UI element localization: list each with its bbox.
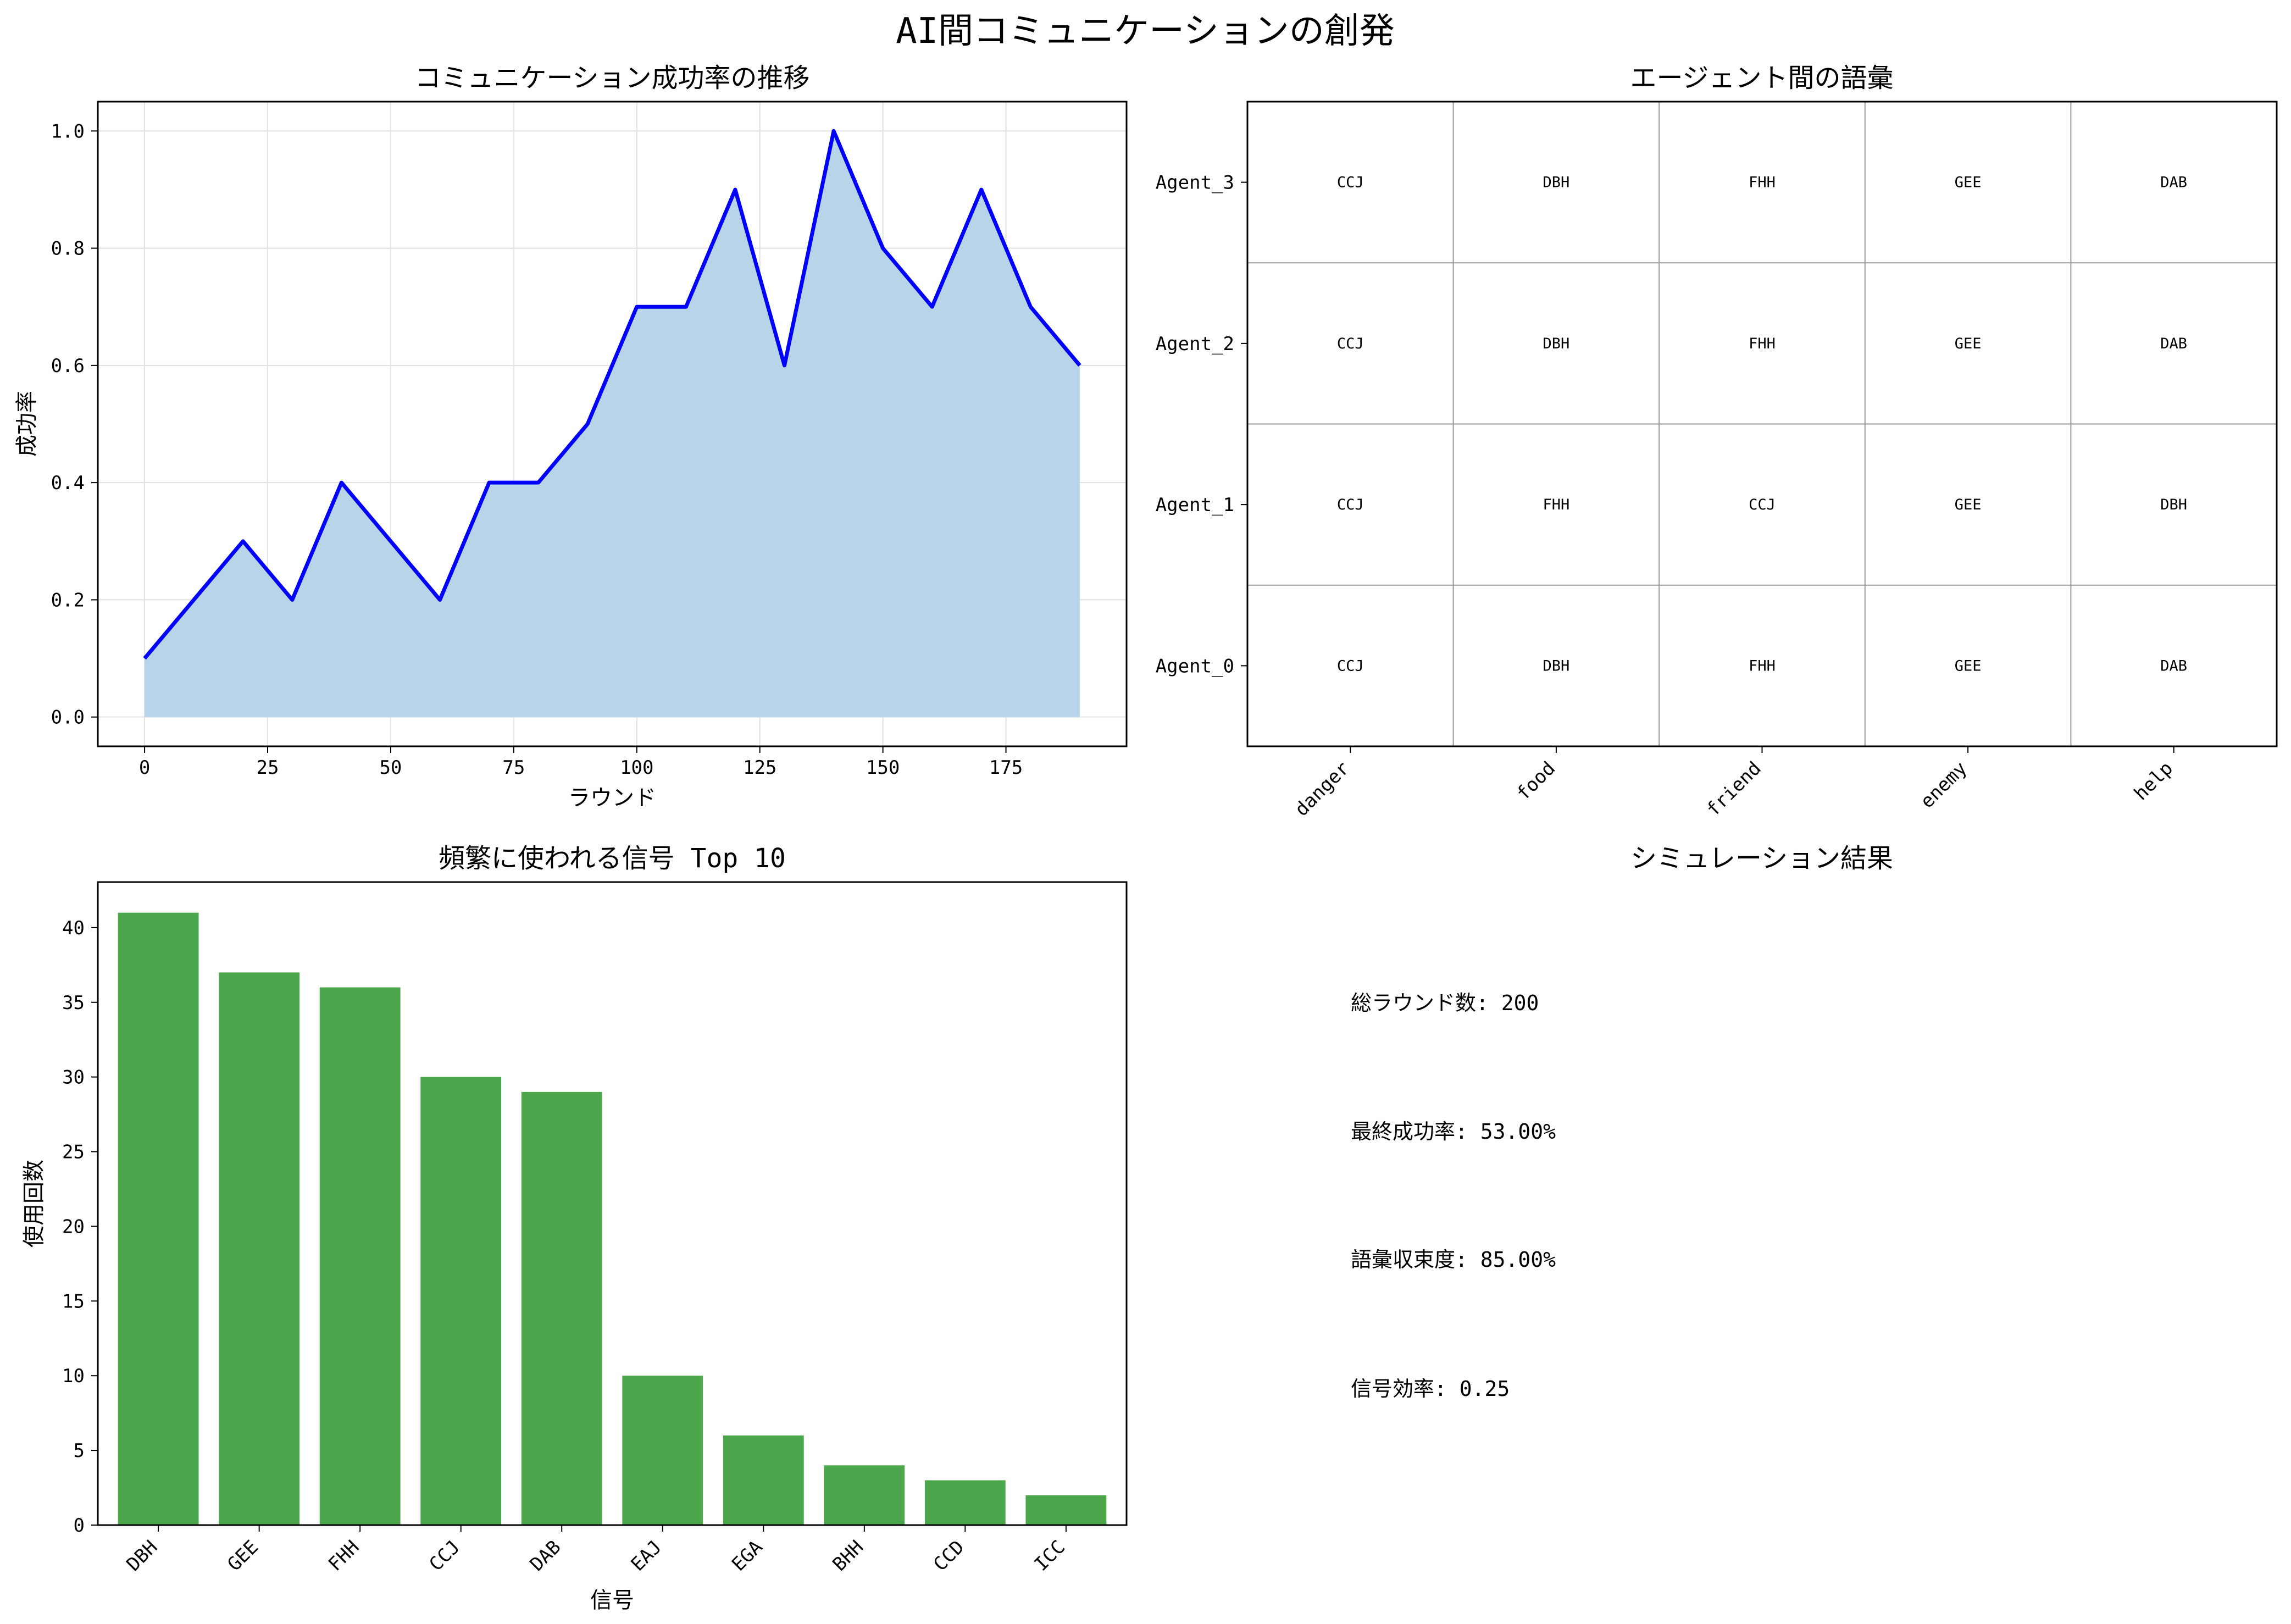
success-rate-y-label: 成功率 [14, 391, 40, 457]
category-label: DAB [526, 1536, 565, 1576]
top-signals-plot-frame [97, 881, 1128, 1526]
y-tick-label: 25 [62, 1141, 85, 1163]
table-cell: GEE [1955, 657, 1982, 674]
column-label: enemy [1916, 757, 1972, 813]
table-cell: DBH [1543, 174, 1570, 191]
x-tick-label: 100 [620, 757, 653, 779]
category-label: DBH [123, 1536, 162, 1576]
y-tick-label: 15 [62, 1290, 85, 1312]
bar-ccd [924, 1480, 1006, 1525]
x-tick-label: 125 [743, 757, 776, 779]
table-cell: FHH [1749, 335, 1776, 352]
success-rate-x-label: ラウンド [568, 785, 656, 811]
table-cell: DAB [2160, 657, 2187, 674]
table-cell: GEE [1955, 335, 1982, 352]
category-label: EGA [728, 1536, 767, 1576]
bar-dab [521, 1091, 602, 1525]
table-cell: DAB [2160, 174, 2187, 191]
simulation-results: シミュレーション結果 総ラウンド数: 200 最終成功率: 53.00% 語彙収… [1351, 843, 1893, 1401]
x-tick-label: 25 [257, 757, 279, 779]
table-cell: DBH [1543, 657, 1570, 674]
top-signals-chart: 頻繁に使われる信号 Top 10 DBH GEE FHH CCJ DAB EAJ EGA BH… [21, 843, 1128, 1613]
category-label: BHH [828, 1536, 868, 1576]
table-cell: FHH [1543, 496, 1570, 513]
y-tick-label: 20 [62, 1216, 85, 1238]
x-tick-label: 150 [866, 757, 900, 779]
y-tick-label: 0.6 [51, 355, 85, 377]
table-cell: CCJ [1337, 657, 1364, 674]
top-signals-y-label: 使用回数 [21, 1160, 47, 1248]
category-label: CCJ [425, 1536, 464, 1576]
total-rounds-stat: 総ラウンド数: 200 [1351, 991, 1539, 1015]
column-label: help [2130, 757, 2177, 805]
top-signals-bars [118, 912, 1107, 1525]
bar-dbh [118, 912, 199, 1525]
y-tick-label: 1.0 [51, 120, 85, 142]
x-tick-label: 175 [989, 757, 1023, 779]
category-label: EAJ [626, 1536, 666, 1576]
vocabulary-table-title: エージェント間の語彙 [1630, 63, 1893, 93]
bar-bhh [824, 1465, 905, 1525]
table-cell: GEE [1955, 496, 1982, 513]
table-cell: DAB [2160, 335, 2187, 352]
category-label: ICC [1030, 1536, 1070, 1576]
x-tick-label: 0 [139, 757, 150, 779]
signal-efficiency-stat: 信号効率: 0.25 [1351, 1377, 1510, 1401]
table-cell: CCJ [1337, 335, 1364, 352]
table-cell: CCJ [1337, 496, 1364, 513]
category-label: CCD [929, 1536, 969, 1576]
category-label: GEE [223, 1536, 263, 1576]
bar-ega [723, 1435, 804, 1525]
x-tick-label: 75 [502, 757, 525, 779]
success-rate-chart: コミュニケーション成功率の推移 0 25 50 75 100 125 150 175 0.0 0.… [14, 63, 1128, 811]
row-label: Agent_0 [1156, 655, 1234, 677]
table-cell: CCJ [1337, 174, 1364, 191]
top-signals-x-label: 信号 [590, 1588, 634, 1613]
y-tick-label: 40 [62, 917, 85, 939]
column-label: friend [1702, 757, 1766, 821]
final-success-rate-stat: 最終成功率: 53.00% [1351, 1119, 1556, 1144]
y-tick-label: 0.2 [51, 589, 85, 611]
bar-fhh [319, 987, 401, 1525]
y-tick-label: 0.4 [51, 472, 85, 494]
bar-gee [219, 972, 300, 1525]
top-signals-chart-title: 頻繁に使われる信号 Top 10 [439, 843, 786, 874]
success-rate-chart-title: コミュニケーション成功率の推移 [414, 63, 809, 93]
x-tick-label: 50 [379, 757, 402, 779]
vocabulary-table: エージェント間の語彙 Agent_3 CCJ DBH FHH GEE DAB Agent_2… [1156, 63, 2278, 821]
success-rate-ticks: 0 25 50 75 100 125 150 175 0.0 0.2 0.4 0.6 0.8 1.0 [51, 120, 1023, 779]
column-label: food [1512, 757, 1560, 805]
row-label: Agent_2 [1156, 333, 1234, 355]
table-cell: DBH [2160, 496, 2187, 513]
success-rate-area [145, 131, 1080, 717]
category-label: FHH [324, 1536, 364, 1576]
y-tick-label: 0.0 [51, 707, 85, 729]
bar-icc [1025, 1495, 1107, 1525]
y-tick-label: 5 [74, 1440, 85, 1462]
table-cell: DBH [1543, 335, 1570, 352]
y-tick-label: 0.8 [51, 238, 85, 260]
vocabulary-convergence-stat: 語彙収束度: 85.00% [1351, 1248, 1556, 1272]
simulation-results-title: シミュレーション結果 [1630, 843, 1893, 874]
y-tick-label: 35 [62, 992, 85, 1014]
table-cell: FHH [1749, 657, 1776, 674]
table-cell: FHH [1749, 174, 1776, 191]
success-rate-plot-frame [97, 101, 1128, 747]
y-tick-label: 0 [74, 1515, 85, 1537]
success-rate-line [143, 129, 1081, 660]
table-cell: GEE [1955, 174, 1982, 191]
bar-eaj [622, 1376, 703, 1525]
bar-ccj [420, 1077, 502, 1525]
vocabulary-table-frame [1246, 101, 2278, 747]
figure-title: AI間コミュニケーションの創発 [896, 11, 1395, 52]
row-label: Agent_3 [1156, 172, 1234, 194]
vocabulary-table-body: Agent_3 CCJ DBH FHH GEE DAB Agent_2 CCJ DBH FHH GE… [1156, 102, 2277, 821]
y-tick-label: 10 [62, 1365, 85, 1387]
column-label: danger [1291, 757, 1354, 821]
table-cell: CCJ [1749, 496, 1776, 513]
row-label: Agent_1 [1156, 494, 1234, 516]
y-tick-label: 30 [62, 1067, 85, 1089]
